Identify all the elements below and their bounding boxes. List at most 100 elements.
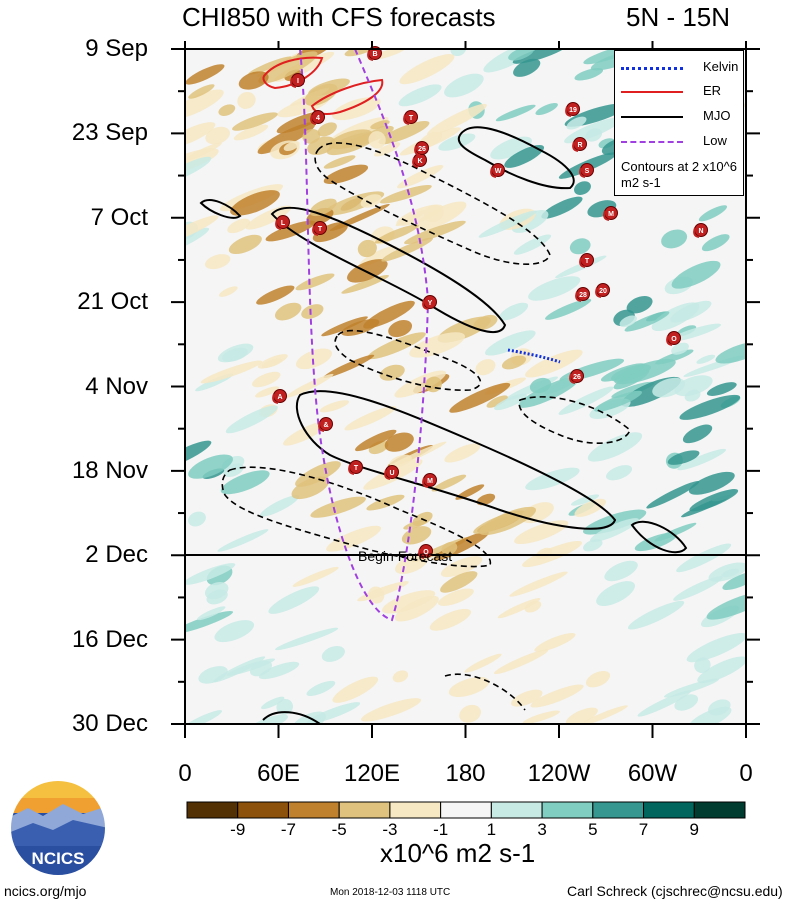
anomaly-cell <box>341 274 389 294</box>
storm-marker: O <box>418 544 433 559</box>
anomaly-cell <box>574 498 606 517</box>
ncics-logo[interactable]: NCICS <box>8 778 108 878</box>
anomaly-cell <box>688 471 735 495</box>
anomaly-cell <box>579 705 628 724</box>
anomaly-cell <box>673 576 723 601</box>
anomaly-cell <box>250 660 272 677</box>
colorbar-tick-label: 3 <box>537 820 547 839</box>
anomaly-cell <box>257 122 316 155</box>
anomaly-cell <box>204 254 231 270</box>
anomaly-cell <box>677 448 726 471</box>
storm-marker: T <box>312 221 327 236</box>
anomaly-cell <box>355 429 397 452</box>
storm-marker: U <box>384 465 399 480</box>
mjo-contour <box>270 206 507 334</box>
anomaly-cell <box>331 97 381 121</box>
anomaly-cell <box>227 218 251 234</box>
anomaly-cell <box>530 684 584 708</box>
anomaly-cell <box>252 371 281 388</box>
y-tick-label: 30 Dec <box>71 710 148 737</box>
svg-text:K: K <box>417 158 422 165</box>
anomaly-cell <box>449 382 511 413</box>
anomaly-cell <box>198 666 228 684</box>
y-tick-label: 16 Dec <box>71 625 148 653</box>
x-tick-label: 0 <box>739 760 753 787</box>
anomaly-cell <box>360 698 422 722</box>
anomaly-cell <box>295 348 333 370</box>
anomaly-cell <box>501 355 527 370</box>
storm-marker: O <box>666 331 681 346</box>
storm-marker: R <box>572 137 587 152</box>
anomaly-cell <box>701 234 730 252</box>
anomaly-cell <box>626 296 653 314</box>
storm-marker: S <box>579 163 594 178</box>
anomaly-cell <box>508 49 534 61</box>
colorbar-swatch <box>592 801 645 819</box>
anomaly-cell <box>368 586 385 604</box>
anomaly-cell <box>185 122 216 148</box>
storm-marker: 28 <box>575 287 590 302</box>
anomaly-cell <box>518 376 580 408</box>
anomaly-cell <box>185 563 236 585</box>
colorbar-swatch <box>287 801 340 819</box>
anomaly-cell <box>276 698 293 715</box>
anomaly-cell <box>225 405 278 434</box>
anomaly-cell <box>312 222 348 243</box>
y-tick-label: 4 Nov <box>85 372 148 400</box>
anomaly-cell <box>258 51 318 84</box>
anomaly-cell <box>529 377 552 394</box>
anomaly-cell <box>363 300 415 329</box>
storm-marker: T <box>579 253 594 268</box>
x-tick-label: 120E <box>343 760 401 787</box>
anomaly-cell <box>485 330 536 356</box>
anomaly-cell <box>258 661 300 680</box>
anomaly-cell <box>637 690 692 717</box>
anomaly-cell <box>478 210 537 238</box>
anomaly-cell <box>188 454 233 479</box>
svg-text:T: T <box>318 226 323 233</box>
svg-text:4: 4 <box>316 115 320 122</box>
storm-marker: 20 <box>595 283 610 298</box>
anomaly-cell <box>317 122 337 137</box>
mjo-contour <box>630 520 688 554</box>
mjo-contour <box>199 199 242 219</box>
anomaly-cell <box>708 699 731 716</box>
anomaly-cell <box>265 220 316 242</box>
anomaly-cell <box>204 582 229 600</box>
svg-text:20: 20 <box>599 288 607 295</box>
anomaly-cell <box>185 64 225 85</box>
storm-marker: 26 <box>569 369 584 384</box>
anomaly-cell <box>697 656 746 684</box>
anomaly-cell <box>686 633 746 663</box>
anomaly-cell <box>440 571 478 593</box>
anomaly-cell <box>185 710 223 724</box>
svg-text:O: O <box>671 336 677 343</box>
anomaly-cell <box>706 382 737 396</box>
anomaly-cell <box>360 194 382 208</box>
colorbar-tick-label: 1 <box>486 820 497 839</box>
anomaly-cell <box>233 124 269 141</box>
legend-item-kelvin: Kelvin <box>621 59 741 75</box>
anomaly-cell <box>310 496 366 518</box>
anomaly-cell <box>566 116 587 130</box>
storm-marker: M <box>422 473 437 488</box>
svg-text:&: & <box>323 422 328 429</box>
anomaly-cell <box>652 377 686 398</box>
anomaly-cell <box>205 126 230 145</box>
anomaly-cell <box>671 260 721 289</box>
anomaly-cell <box>283 141 300 152</box>
anomaly-cell <box>671 342 689 355</box>
footer-url[interactable]: ncics.org/mjo <box>4 883 87 899</box>
anomaly-cell <box>295 273 335 291</box>
kelvin-contour <box>507 348 561 364</box>
low-neg-contour <box>221 466 491 568</box>
anomaly-cell <box>370 120 390 130</box>
anomaly-cell <box>674 375 713 397</box>
logo-text: NCICS <box>32 849 85 868</box>
storm-marker: N <box>693 223 708 238</box>
anomaly-cell <box>667 450 700 465</box>
anomaly-cell <box>268 586 320 614</box>
svg-text:U: U <box>389 470 394 477</box>
anomaly-cell <box>344 406 397 431</box>
anomaly-cell <box>486 395 508 408</box>
